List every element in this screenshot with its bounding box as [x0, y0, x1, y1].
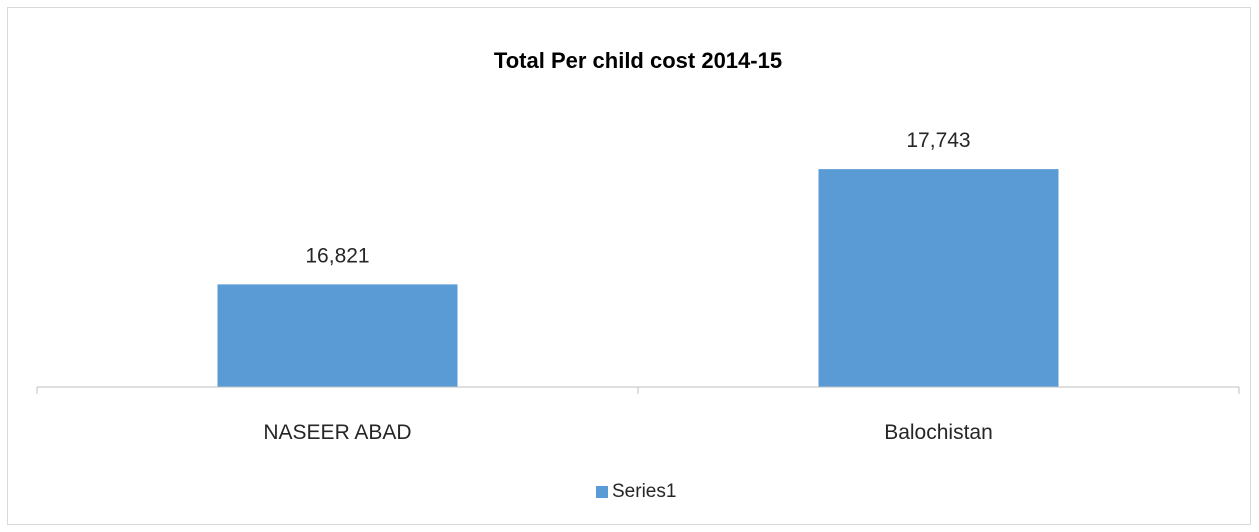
- plot-area: 16,821 NASEER ABAD 17,743 Balochistan: [36, 129, 1240, 444]
- legend-label: Series1: [612, 481, 676, 502]
- bar: [217, 284, 458, 387]
- legend: Series1: [596, 481, 676, 502]
- bar: [818, 169, 1059, 387]
- x-tick-label: Balochistan: [884, 421, 993, 444]
- legend-swatch: [596, 486, 608, 498]
- data-label: 17,743: [906, 129, 970, 152]
- data-label: 16,821: [305, 244, 369, 267]
- chart-title: Total Per child cost 2014-15: [494, 48, 782, 73]
- x-tick-label: NASEER ABAD: [263, 421, 411, 444]
